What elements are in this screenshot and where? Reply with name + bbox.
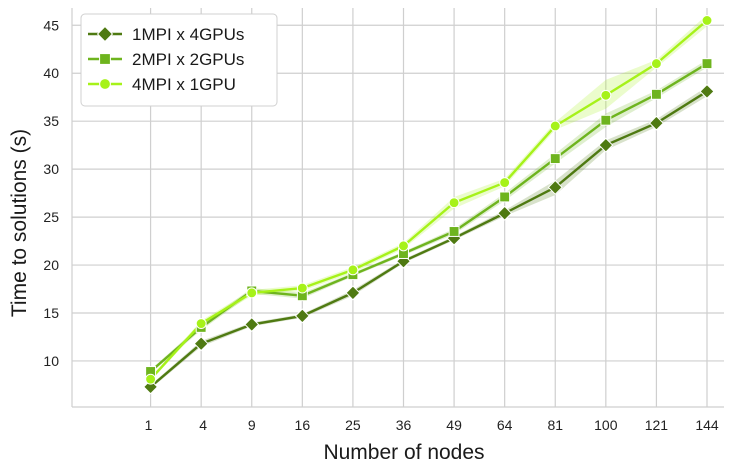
- data-point: [549, 153, 561, 165]
- x-axis-label: Number of nodes: [323, 441, 484, 464]
- x-tick-label: 121: [645, 417, 669, 433]
- data-point: [499, 191, 511, 203]
- data-point: [195, 318, 207, 330]
- legend: 1MPI x 4GPUs 2MPI x 2GPUs 4MPI x 1GPU: [80, 13, 278, 107]
- y-tick-label: 40: [43, 65, 59, 81]
- legend-marker: [99, 78, 111, 90]
- data-point: [650, 58, 662, 70]
- axis-spines: [71, 8, 724, 408]
- y-tick-label: 30: [43, 161, 59, 177]
- data-point: [193, 336, 209, 352]
- data-point: [294, 308, 310, 324]
- data-point: [650, 88, 662, 100]
- legend-frame: [80, 13, 278, 107]
- data-point: [497, 205, 513, 221]
- x-tick-label: 36: [396, 417, 412, 433]
- x-tick-label: 9: [248, 417, 256, 433]
- series-band: [150, 86, 708, 389]
- x-tick-label: 100: [594, 417, 618, 433]
- data-point: [600, 89, 612, 101]
- data-point: [448, 197, 460, 209]
- data-point: [347, 264, 359, 276]
- data-point: [244, 316, 260, 333]
- x-tick-label: 144: [695, 417, 719, 433]
- data-point: [549, 120, 561, 132]
- series-line: [149, 19, 708, 380]
- x-tick-label: 4: [199, 417, 207, 433]
- y-tick-label: 35: [43, 113, 59, 129]
- legend-label: 1MPI x 4GPUs: [132, 25, 244, 44]
- legend-marker: [96, 25, 114, 43]
- y-tick-label: 10: [43, 353, 59, 369]
- x-tick-label: 25: [345, 417, 361, 433]
- y-tick-label: 25: [43, 209, 59, 225]
- x-tick-label: 1: [145, 417, 153, 433]
- data-point: [699, 83, 715, 99]
- legend-label: 2MPI x 2GPUs: [132, 50, 244, 69]
- series-markers: [143, 15, 715, 395]
- x-tick-label: 16: [295, 417, 311, 433]
- data-point: [145, 373, 157, 385]
- data-point: [246, 287, 258, 299]
- data-point: [296, 282, 308, 294]
- data-point: [448, 226, 460, 237]
- data-point: [547, 179, 563, 195]
- legend-label: 4MPI x 1GPU: [132, 75, 236, 94]
- x-tick-labels: 1 4 9 16 25 36 49 64 81 100 121 144: [145, 417, 719, 433]
- data-point: [143, 379, 159, 395]
- data-point: [648, 115, 664, 131]
- y-tick-labels: 10 15 20 25 30 35 40 45: [43, 17, 59, 369]
- grid-lines: [72, 8, 724, 407]
- data-point: [701, 15, 713, 26]
- data-point: [499, 177, 511, 189]
- data-point: [701, 58, 713, 70]
- x-tick-label: 64: [497, 417, 513, 433]
- series-line: [149, 90, 708, 388]
- data-point: [345, 285, 361, 301]
- data-point: [598, 137, 614, 153]
- data-point: [398, 240, 409, 252]
- series-lines: [149, 19, 708, 388]
- x-tick-label: 49: [446, 417, 462, 433]
- data-point: [600, 114, 612, 126]
- legend-marker: [99, 53, 111, 65]
- x-tick-label: 81: [547, 417, 563, 433]
- y-tick-label: 15: [43, 305, 59, 321]
- y-axis-label: Time to solutions (s): [8, 129, 31, 317]
- y-tick-label: 20: [43, 257, 59, 273]
- y-tick-label: 45: [43, 17, 59, 33]
